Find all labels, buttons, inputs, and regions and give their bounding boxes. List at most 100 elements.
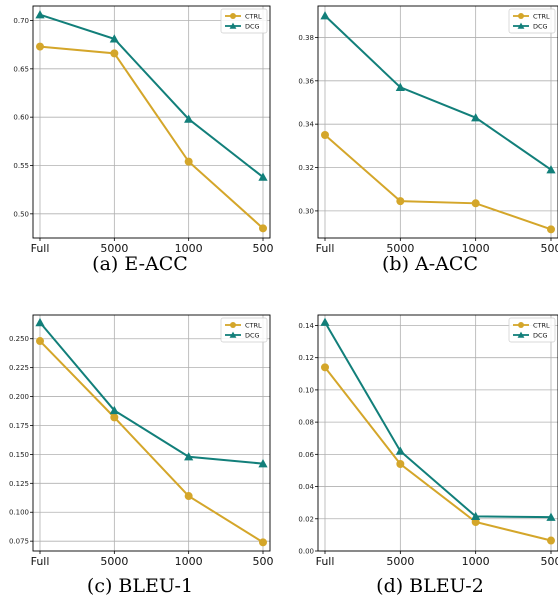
data-point-dcg [546,512,556,521]
series-line-ctrl [39,340,264,544]
x-tick-label: 1000 [175,555,203,568]
data-point-ctrl [36,42,44,51]
x-tick-label: Full [31,242,50,255]
y-tick-label: 0.150 [9,451,29,459]
data-point-dcg [395,446,405,455]
x-tick-label: Full [316,242,335,255]
y-tick-label: 0.125 [9,480,29,488]
data-point-ctrl [321,131,329,140]
y-tick-label: 0.50 [13,210,29,218]
data-point-ctrl [184,492,193,501]
x-tick-label: 5000 [386,555,414,568]
y-tick-label: 0.100 [9,509,29,517]
series-line-dcg [324,15,552,171]
legend-marker-ctrl [230,13,236,19]
y-tick-label: 0.55 [13,162,29,170]
legend-marker-dcg [517,22,525,29]
legend-label: DCG [533,331,548,339]
series-line-ctrl [39,45,264,230]
x-tick-label: Full [31,555,50,568]
plot-frame [317,314,558,552]
plot-frame [317,5,558,239]
y-tick-label: 0.14 [298,322,314,330]
x-tick-label: 1000 [175,242,203,255]
data-point-dcg [471,511,481,521]
chart-panel-1: 0.30 0.32 0.34 0.36 0.38 Full 5000 1000 500 CTRL D… [298,5,558,275]
series-line-ctrl [324,366,552,542]
series-line-ctrl [324,134,552,231]
y-tick-label: 0.34 [298,121,314,129]
legend-marker-dcg [229,22,237,29]
x-tick-label: 5000 [100,242,128,255]
data-point-dcg [320,317,330,326]
y-tick-label: 0.200 [9,393,29,401]
y-tick-label: 0.65 [13,65,29,73]
y-tick-label: 0.225 [9,364,29,372]
x-tick-label: 500 [253,242,274,255]
y-tick-label: 0.12 [298,354,314,362]
y-tick-label: 0.32 [298,164,314,172]
panel-caption: (a) E-ACC [92,253,188,275]
legend-label: CTRL [533,321,550,329]
y-tick-label: 0.075 [9,538,29,546]
plot-frame [32,314,271,552]
legend: CTRL DCG [220,317,268,343]
panel-caption: (c) BLEU-1 [87,575,193,597]
data-point-ctrl [471,199,480,208]
legend-label: DCG [533,22,548,30]
legend-marker-ctrl [518,322,524,328]
legend-marker-dcg [229,331,237,338]
y-tick-label: 0.70 [13,17,29,25]
x-tick-label: 500 [541,242,558,255]
legend-label: CTRL [245,12,262,20]
y-tick-label: 0.02 [298,515,314,523]
data-point-ctrl [547,536,555,545]
data-point-dcg [35,10,45,19]
data-point-dcg [184,452,194,461]
data-point-ctrl [184,157,193,166]
legend-label: DCG [245,331,260,339]
data-point-ctrl [36,337,44,346]
data-point-dcg [35,317,45,327]
plot-frame [32,5,271,239]
legend: CTRL DCG [508,317,556,343]
y-tick-label: 0.36 [298,77,314,85]
legend-marker-ctrl [230,322,236,328]
x-tick-label: Full [316,555,335,568]
x-tick-label: 5000 [386,242,414,255]
y-tick-label: 0.10 [298,386,314,394]
y-tick-label: 0.30 [298,207,314,215]
legend-label: DCG [245,22,260,30]
y-tick-label: 0.175 [9,422,29,430]
chart-panel-2: 0.075 0.100 0.125 0.150 0.175 0.200 0.225 0.250… [9,314,274,597]
data-point-ctrl [259,538,267,547]
series-line-dcg [324,321,552,519]
x-tick-label: 5000 [100,555,128,568]
series-line-dcg [39,321,264,465]
panel-caption: (b) A-ACC [382,253,478,275]
chart-panel-0: 0.50 0.55 0.60 0.65 0.70 Full 5000 1000 500 CTRL D… [13,5,274,275]
data-point-dcg [184,114,194,123]
x-tick-label: 500 [541,555,558,568]
data-point-ctrl [110,49,119,58]
data-point-dcg [395,82,405,91]
y-tick-label: 0.250 [9,335,29,343]
data-point-dcg [471,113,481,122]
data-point-ctrl [396,197,405,206]
legend: CTRL DCG [508,8,556,34]
legend-marker-dcg [517,331,525,338]
data-point-ctrl [110,413,119,422]
panel-caption: (d) BLEU-2 [376,575,484,597]
legend-label: CTRL [245,321,262,329]
data-point-ctrl [547,225,555,234]
data-point-ctrl [259,224,267,233]
series-line-dcg [39,13,264,178]
legend-marker-ctrl [518,13,524,19]
y-tick-label: 0.60 [13,114,29,122]
x-tick-label: 500 [253,555,274,568]
data-point-ctrl [396,460,405,469]
legend: CTRL DCG [220,8,268,34]
data-point-dcg [546,165,556,174]
y-tick-label: 0.00 [298,548,314,556]
